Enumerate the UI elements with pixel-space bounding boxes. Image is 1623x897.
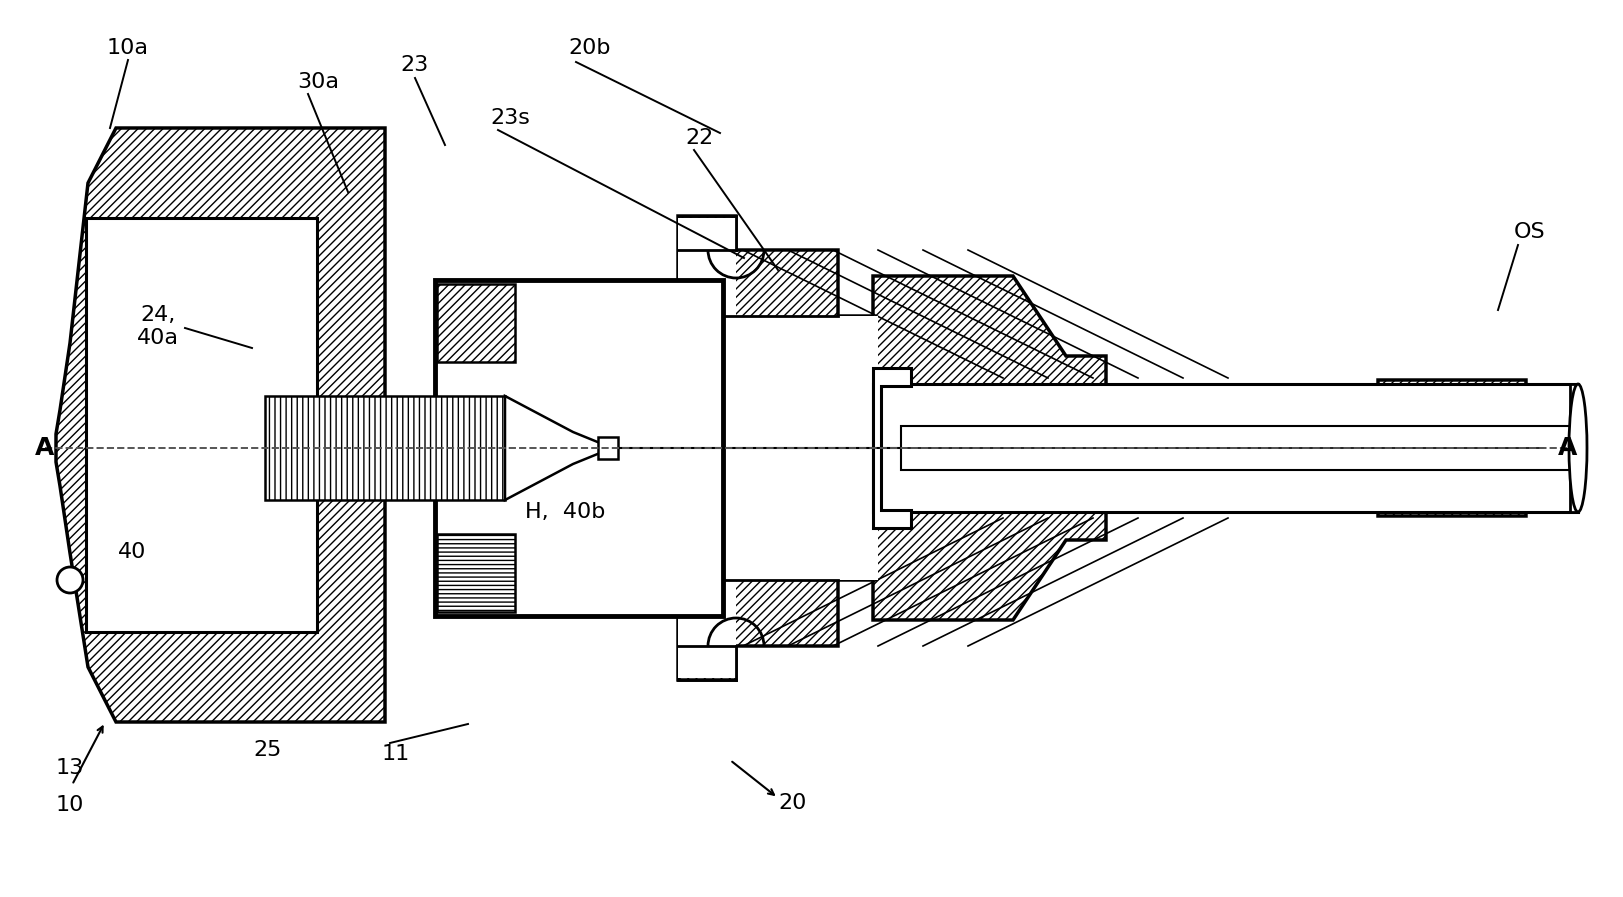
Polygon shape [677,216,1582,680]
Text: 40a: 40a [136,328,179,348]
Text: 20: 20 [779,793,807,813]
Bar [435,280,722,616]
Circle shape [57,567,83,593]
Text: A: A [36,436,55,460]
Polygon shape [873,368,911,528]
Text: 13: 13 [55,758,84,778]
Bar [677,218,735,678]
Text: 11: 11 [381,744,411,764]
Text: 25: 25 [253,740,282,760]
Bar [437,534,514,612]
Bar [901,426,1569,470]
Text: 30a: 30a [297,72,339,92]
Bar [597,437,618,459]
Text: A: A [1558,436,1576,460]
Text: 40: 40 [118,542,146,562]
Text: 20b: 20b [568,38,610,58]
Text: OS: OS [1513,222,1545,242]
Text: H,  40b: H, 40b [524,502,605,522]
Bar [1569,384,1578,512]
Text: 10a: 10a [107,38,149,58]
Bar [873,384,1578,512]
Ellipse shape [1568,384,1586,512]
Bar [86,218,316,632]
Text: 10: 10 [55,795,84,815]
Bar [677,316,878,580]
Bar [265,396,505,500]
Text: 24,: 24, [140,305,175,325]
Text: 23s: 23s [490,108,529,128]
Polygon shape [55,128,385,722]
Polygon shape [505,396,599,500]
Text: 22: 22 [685,128,714,148]
Bar [437,284,514,362]
Text: 23: 23 [401,55,428,75]
